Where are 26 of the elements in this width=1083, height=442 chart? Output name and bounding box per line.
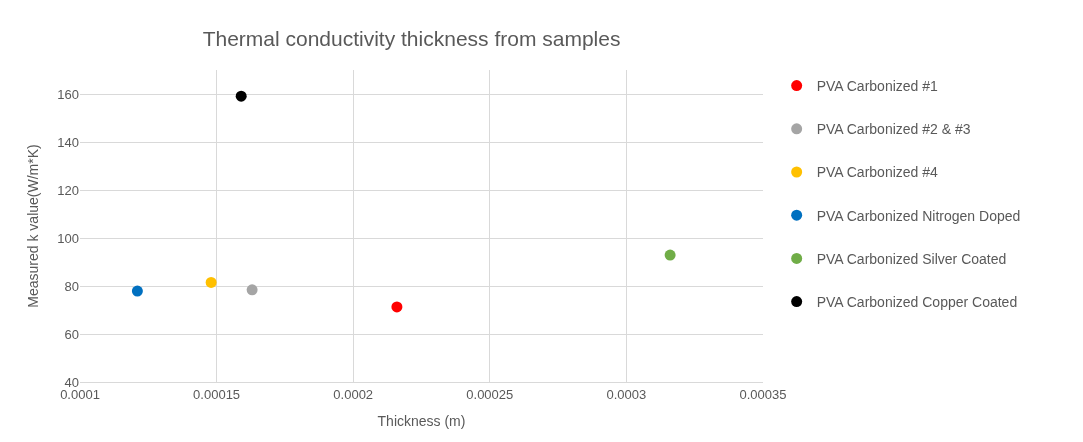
x-tick-label: 0.00035 xyxy=(739,386,787,402)
legend-label: PVA Carbonized Nitrogen Doped xyxy=(816,207,1021,224)
y-tick-label: 160 xyxy=(57,86,79,102)
legend-label: PVA Carbonized #2 & #3 xyxy=(816,121,971,138)
chart-title: Thermal conductivity thickness from samples xyxy=(202,26,621,50)
y-tick-label: 100 xyxy=(57,230,79,246)
point xyxy=(391,301,403,313)
x-tick-label: 0.0002 xyxy=(333,386,374,402)
y-tick-label: 120 xyxy=(57,182,79,198)
point xyxy=(131,285,143,297)
x-tick-label: 0.00015 xyxy=(193,386,241,402)
x-axis-title: Thickness (m) xyxy=(377,412,466,429)
legend-label: PVA Carbonized #4 xyxy=(816,164,939,181)
legend-label: PVA Carbonized Copper Coated xyxy=(816,294,1018,311)
point xyxy=(246,284,258,296)
y-tick-label: 80 xyxy=(64,278,79,294)
point xyxy=(235,90,247,102)
y-tick-label: 140 xyxy=(57,134,79,150)
point xyxy=(664,249,676,261)
x-tick-label: 0.00025 xyxy=(466,386,514,402)
y-axis-title: Measured k value(W/m*K) xyxy=(24,144,41,308)
point xyxy=(205,276,217,288)
y-tick-label: 60 xyxy=(64,326,79,342)
legend-label: PVA Carbonized #1 xyxy=(816,78,939,95)
legend-label: PVA Carbonized Silver Coated xyxy=(816,250,1007,267)
x-tick-label: 0.0003 xyxy=(606,386,647,402)
